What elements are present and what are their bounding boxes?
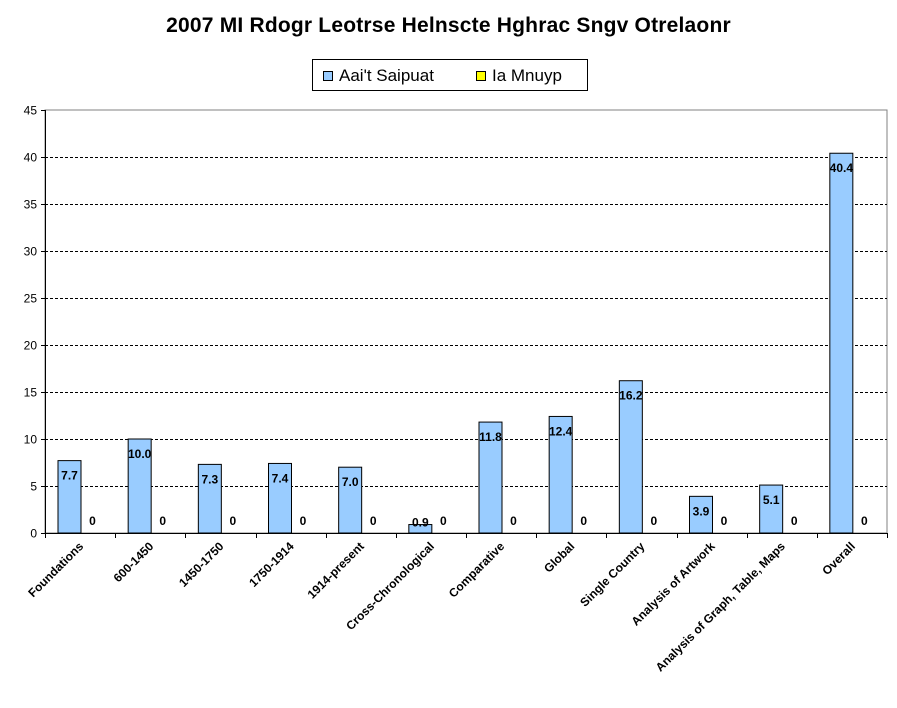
data-label-series-2-6: 0: [510, 514, 517, 528]
y-tick-label-45: 45: [24, 104, 38, 118]
data-label-series-1-3: 7.4: [272, 471, 289, 485]
x-tick-label-2: 1450-1750: [176, 539, 227, 590]
bar-series-1-4: [338, 466, 363, 534]
y-tick-label-15: 15: [24, 386, 38, 400]
chart-title: 2007 MI Rdogr Leotrse Helnscte Hghrac Sn…: [166, 14, 731, 37]
data-label-series-1-9: 3.9: [693, 504, 710, 518]
legend-swatch-series-2: [476, 71, 486, 81]
bar-series-1-1: [127, 438, 152, 534]
x-tick-label-3: 1750-1914: [246, 539, 297, 590]
x-tick-label-11: Overall: [819, 539, 858, 578]
data-label-series-2-4: 0: [370, 514, 377, 528]
y-tick-label-30: 30: [24, 245, 38, 259]
data-label-series-2-11: 0: [861, 514, 868, 528]
bar-series-1-3: [268, 462, 292, 534]
data-label-series-1-2: 7.3: [201, 472, 218, 486]
data-label-series-1-0: 7.7: [61, 469, 78, 483]
data-label-series-1-10: 5.1: [763, 493, 780, 507]
data-label-series-1-7: 12.4: [549, 424, 573, 438]
data-label-series-1-1: 10.0: [128, 447, 152, 461]
bar-series-1-5: [408, 524, 433, 534]
bar-series-1-10: [759, 484, 784, 534]
data-label-series-2-5: 0: [440, 514, 447, 528]
legend-label-series-2: Ia Mnuyp: [492, 66, 562, 85]
bar-series-1-11: [829, 152, 854, 534]
data-label-series-1-11: 40.4: [830, 161, 854, 175]
y-tick-label-0: 0: [30, 527, 37, 541]
y-tick-label-40: 40: [24, 151, 38, 165]
bar-series-1-9: [689, 495, 713, 534]
legend-item-series-2: Ia Mnuyp: [476, 66, 562, 86]
y-tick-label-5: 5: [30, 480, 37, 494]
y-tick-label-10: 10: [24, 433, 38, 447]
x-tick-label-10: Analysis of Graph, Table, Maps: [653, 539, 788, 674]
data-label-series-2-1: 0: [159, 514, 166, 528]
data-label-series-2-2: 0: [229, 514, 236, 528]
bar-series-1-8: [618, 380, 643, 534]
data-label-series-2-10: 0: [791, 514, 798, 528]
data-label-series-1-4: 7.0: [342, 475, 359, 489]
data-label-series-2-8: 0: [650, 514, 657, 528]
data-label-series-2-7: 0: [580, 514, 587, 528]
legend-swatch-series-1: [323, 71, 333, 81]
data-label-series-2-3: 0: [300, 514, 307, 528]
data-label-series-2-9: 0: [721, 514, 728, 528]
data-label-series-1-6: 11.8: [479, 430, 502, 444]
chart-legend: Aai't Saipuat Ia Mnuyp: [312, 59, 588, 91]
bar-series-1-6: [478, 421, 503, 534]
x-tick-label-8: Single Country: [577, 539, 647, 609]
legend-item-series-1: Aai't Saipuat: [323, 66, 434, 86]
plot-area: [44, 109, 888, 534]
data-label-series-2-0: 0: [89, 514, 96, 528]
x-tick-label-1: 600-1450: [111, 539, 157, 585]
x-tick-label-7: Global: [541, 539, 577, 575]
data-label-series-1-5: 0.9: [412, 516, 429, 530]
x-tick-label-0: Foundations: [25, 539, 86, 600]
x-tick-label-6: Comparative: [446, 539, 508, 601]
bar-series-1-0: [57, 460, 82, 534]
data-label-series-1-8: 16.2: [619, 389, 643, 403]
y-tick-label-20: 20: [24, 339, 38, 353]
y-tick-label-25: 25: [24, 292, 38, 306]
legend-label-series-1: Aai't Saipuat: [339, 66, 434, 85]
x-tick-label-4: 1914-present: [305, 539, 367, 601]
bar-series-1-2: [197, 463, 222, 534]
bar-series-1-7: [548, 415, 573, 534]
y-tick-label-35: 35: [24, 198, 38, 212]
